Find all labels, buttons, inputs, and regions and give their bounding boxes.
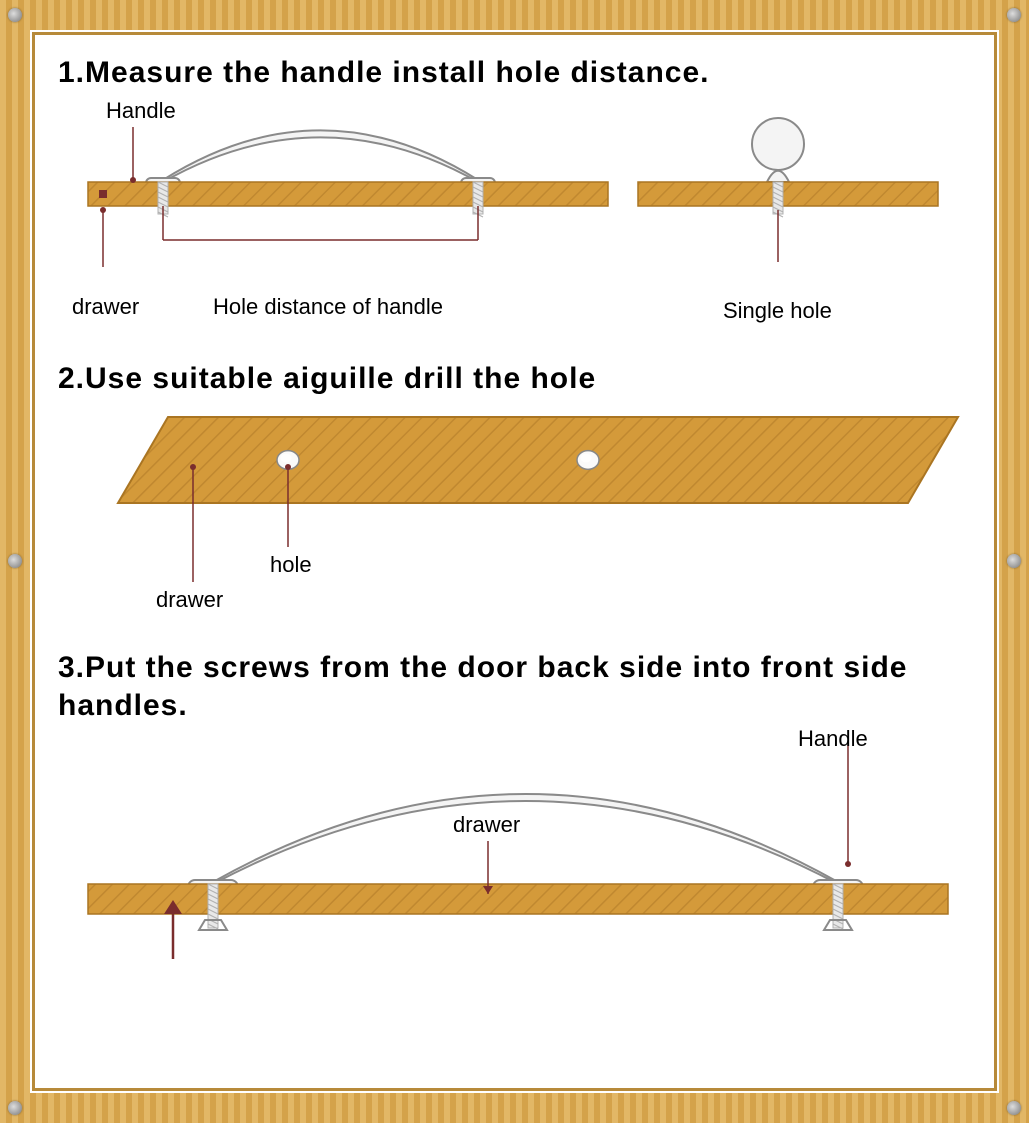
label-drawer-1: drawer <box>72 294 139 320</box>
mid-screw <box>1007 554 1021 568</box>
label-handle-1: Handle <box>106 98 176 124</box>
corner-screw <box>8 8 22 22</box>
label-drawer-2: drawer <box>156 587 223 613</box>
corner-screw <box>1007 8 1021 22</box>
step3-diagram: Handle drawer <box>58 734 971 984</box>
label-single-hole: Single hole <box>723 298 832 324</box>
label-hole: hole <box>270 552 312 578</box>
label-hole-distance: Hole distance of handle <box>213 294 443 320</box>
content-area: 1.Measure the handle install hole distan… <box>58 40 971 1083</box>
mid-screw <box>8 554 22 568</box>
step2-title: 2.Use suitable aiguille drill the hole <box>58 360 971 398</box>
step2-diagram: drawer hole <box>58 407 971 627</box>
label-drawer-3: drawer <box>453 812 520 838</box>
label-handle-3: Handle <box>798 726 868 752</box>
corner-screw <box>8 1101 22 1115</box>
corner-screw <box>1007 1101 1021 1115</box>
step3-title: 3.Put the screws from the door back side… <box>58 649 971 724</box>
step1-title: 1.Measure the handle install hole distan… <box>58 54 971 92</box>
step1-diagram: Handle drawer Hole distance of handle Si… <box>58 102 971 332</box>
